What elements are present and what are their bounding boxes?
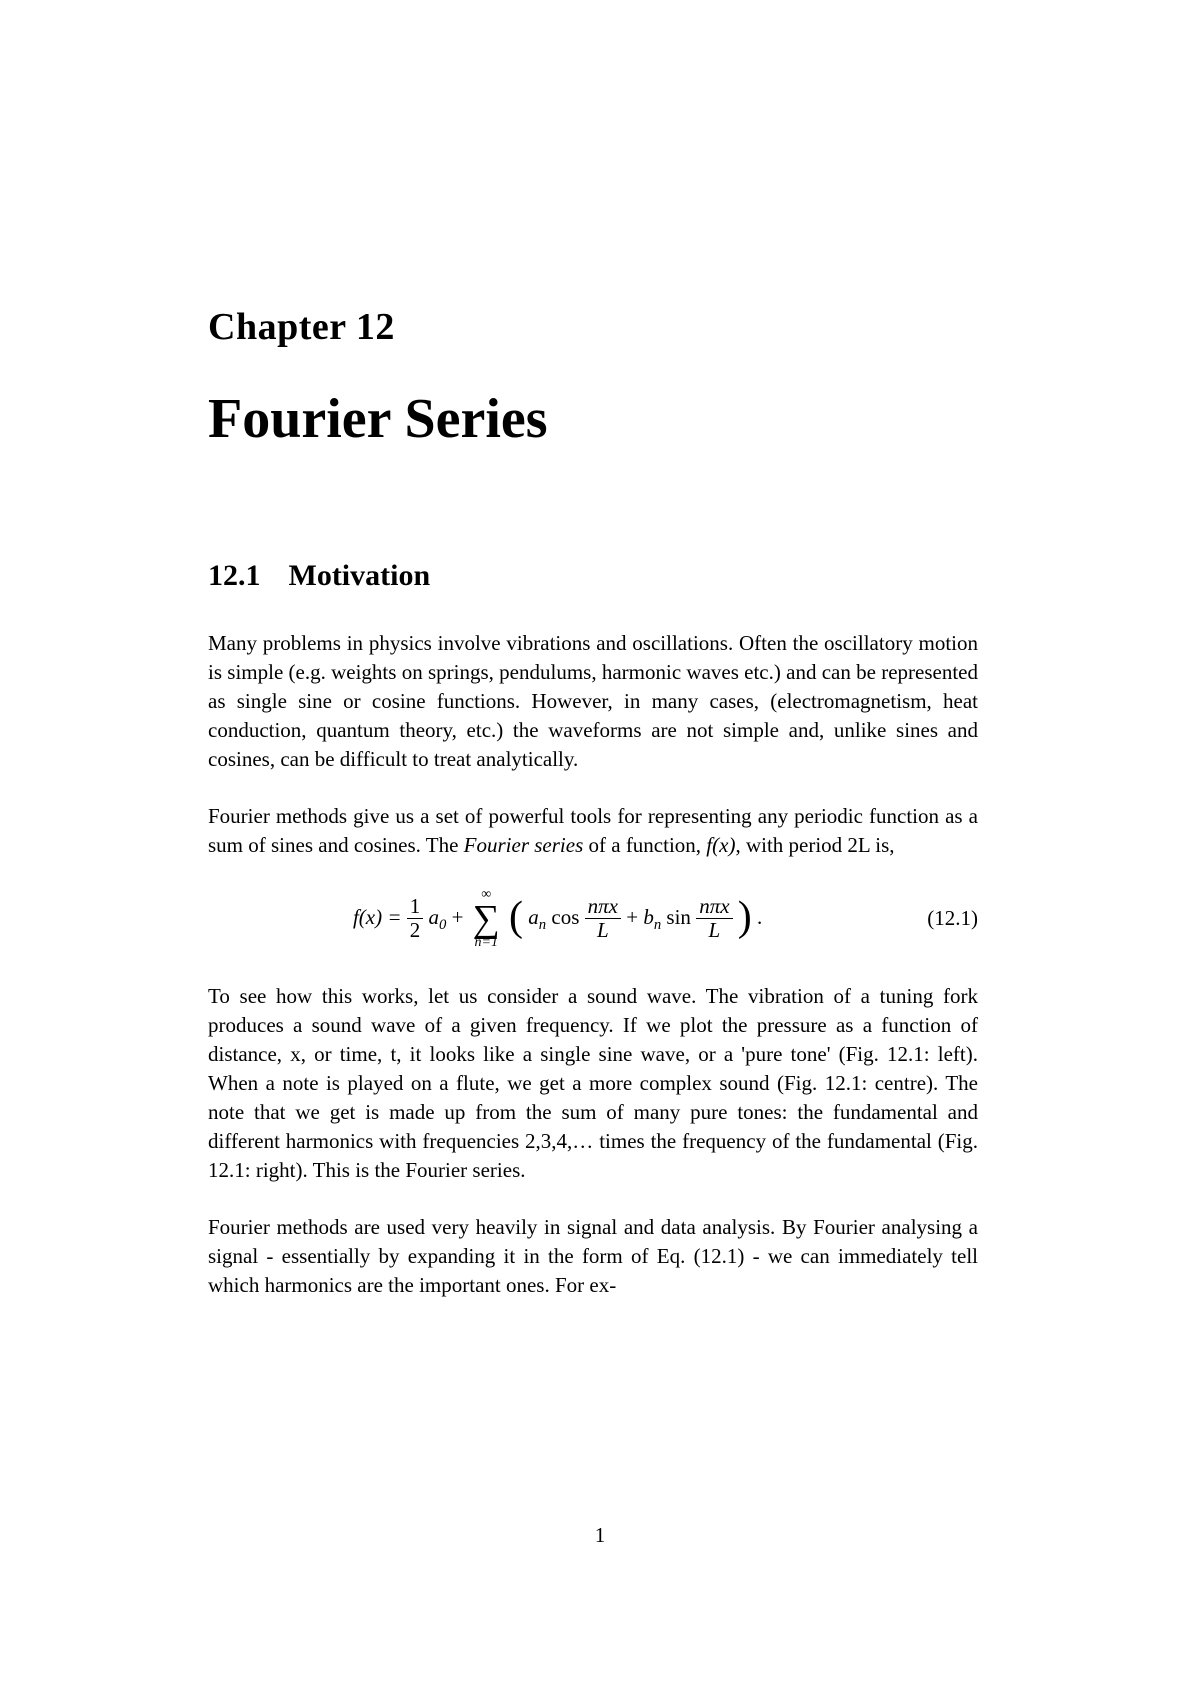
- paragraph-3: To see how this works, let us consider a…: [208, 982, 978, 1185]
- p2-func: f(x): [706, 833, 735, 857]
- page-number: 1: [0, 1523, 1200, 1548]
- section-title: Motivation: [289, 559, 431, 592]
- eq-bn: bn: [643, 905, 661, 929]
- chapter-title: Fourier Series: [208, 387, 978, 451]
- eq-lhs: f(x) =: [353, 905, 407, 929]
- eq-half-num: 1: [407, 895, 424, 919]
- page-content: Chapter 12 Fourier Series 12.1 Motivation…: [208, 305, 978, 1328]
- eq-a0: a0: [429, 905, 447, 929]
- eq-cos: cos: [551, 905, 584, 929]
- eq-frac2: nπx L: [696, 895, 732, 942]
- eq-plus-1: +: [452, 905, 469, 929]
- p2-italic: Fourier series: [464, 833, 584, 857]
- paragraph-1: Many problems in physics involve vibrati…: [208, 629, 978, 774]
- eq-frac2-den: L: [696, 919, 732, 942]
- eq-an: an: [528, 905, 546, 929]
- p2-end: , with period 2L is,: [735, 833, 894, 857]
- eq-period: .: [757, 905, 762, 929]
- section-heading: 12.1 Motivation: [208, 559, 978, 593]
- equation-number: (12.1): [927, 906, 978, 931]
- paragraph-2: Fourier methods give us a set of powerfu…: [208, 802, 978, 860]
- eq-plus-2: +: [626, 905, 643, 929]
- eq-frac2-num: nπx: [696, 895, 732, 919]
- equation-12-1: f(x) = 1 2 a0 + ∞ ∑ n=1 ( an cos nπx L +…: [208, 888, 978, 950]
- equation-expression: f(x) = 1 2 a0 + ∞ ∑ n=1 ( an cos nπx L +…: [208, 888, 907, 950]
- eq-frac1-den: L: [585, 919, 621, 942]
- eq-sum: ∞ ∑ n=1: [473, 888, 500, 950]
- eq-frac1: nπx L: [585, 895, 621, 942]
- section-number: 12.1: [208, 559, 261, 593]
- paragraph-4: Fourier methods are used very heavily in…: [208, 1213, 978, 1300]
- eq-frac1-num: nπx: [585, 895, 621, 919]
- p2-post: of a function,: [583, 833, 706, 857]
- chapter-label: Chapter 12: [208, 305, 978, 349]
- eq-half: 1 2: [407, 895, 424, 942]
- eq-half-den: 2: [407, 919, 424, 942]
- sigma-icon: ∑: [473, 902, 500, 936]
- eq-sin: sin: [666, 905, 696, 929]
- eq-sum-bot: n=1: [473, 936, 500, 950]
